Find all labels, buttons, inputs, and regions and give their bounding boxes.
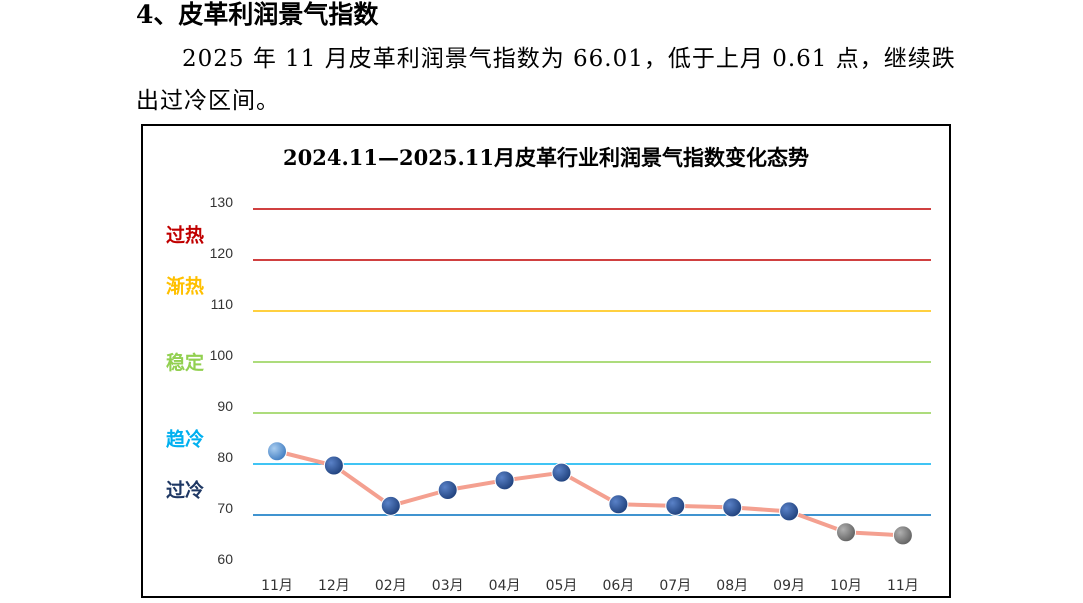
chart-title: 2024.11—2025.11月皮革行业利润景气指数变化态势 bbox=[283, 145, 809, 170]
data-point bbox=[836, 522, 856, 543]
chart-frame: 2024.11—2025.11月皮革行业利润景气指数变化态势 60 70 80 90 1… bbox=[141, 124, 951, 598]
zone-label: 趋冷 bbox=[166, 428, 204, 451]
data-point bbox=[551, 462, 572, 483]
data-point bbox=[892, 525, 913, 546]
x-tick-label: 12月 bbox=[318, 578, 350, 594]
data-point bbox=[323, 455, 344, 476]
series-line bbox=[276, 449, 904, 538]
data-point bbox=[494, 470, 515, 491]
zone-label: 过热 bbox=[166, 224, 204, 247]
x-tick-label: 10月 bbox=[830, 578, 862, 594]
x-tick-label: 05月 bbox=[546, 578, 578, 594]
x-tick-label: 08月 bbox=[716, 578, 748, 594]
data-point bbox=[267, 441, 287, 462]
y-tick-label: 110 bbox=[211, 296, 234, 312]
zone-label: 渐热 bbox=[166, 275, 204, 298]
data-point bbox=[608, 494, 629, 515]
y-tick-label: 60 bbox=[217, 551, 233, 567]
data-point bbox=[722, 497, 743, 518]
y-tick-label: 130 bbox=[210, 194, 234, 210]
x-tick-label: 11月 bbox=[887, 578, 919, 594]
x-tick-label: 04月 bbox=[489, 578, 521, 594]
y-tick-label: 100 bbox=[210, 347, 234, 363]
data-point bbox=[437, 480, 458, 501]
x-tick-label: 02月 bbox=[375, 578, 407, 594]
summary-paragraph: 2025 年 11 月皮革利润景气指数为 66.01，低于上月 0.61 点，继… bbox=[136, 46, 956, 114]
data-point bbox=[779, 501, 800, 522]
data-point bbox=[665, 495, 686, 516]
x-tick-label: 03月 bbox=[432, 578, 464, 594]
x-tick-label: 06月 bbox=[602, 578, 634, 594]
y-tick-label: 90 bbox=[217, 398, 233, 414]
zone-label: 过冷 bbox=[166, 479, 204, 502]
data-point bbox=[380, 495, 401, 516]
y-tick-label: 120 bbox=[210, 245, 234, 261]
y-tick-label: 80 bbox=[217, 449, 233, 465]
x-tick-label: 11月 bbox=[261, 578, 293, 594]
x-tick-label: 09月 bbox=[773, 578, 805, 594]
y-tick-label: 70 bbox=[217, 500, 233, 516]
section-heading: 4、皮革利润景气指数 bbox=[136, 0, 379, 29]
zone-label: 稳定 bbox=[166, 351, 204, 374]
x-tick-label: 07月 bbox=[659, 578, 691, 594]
